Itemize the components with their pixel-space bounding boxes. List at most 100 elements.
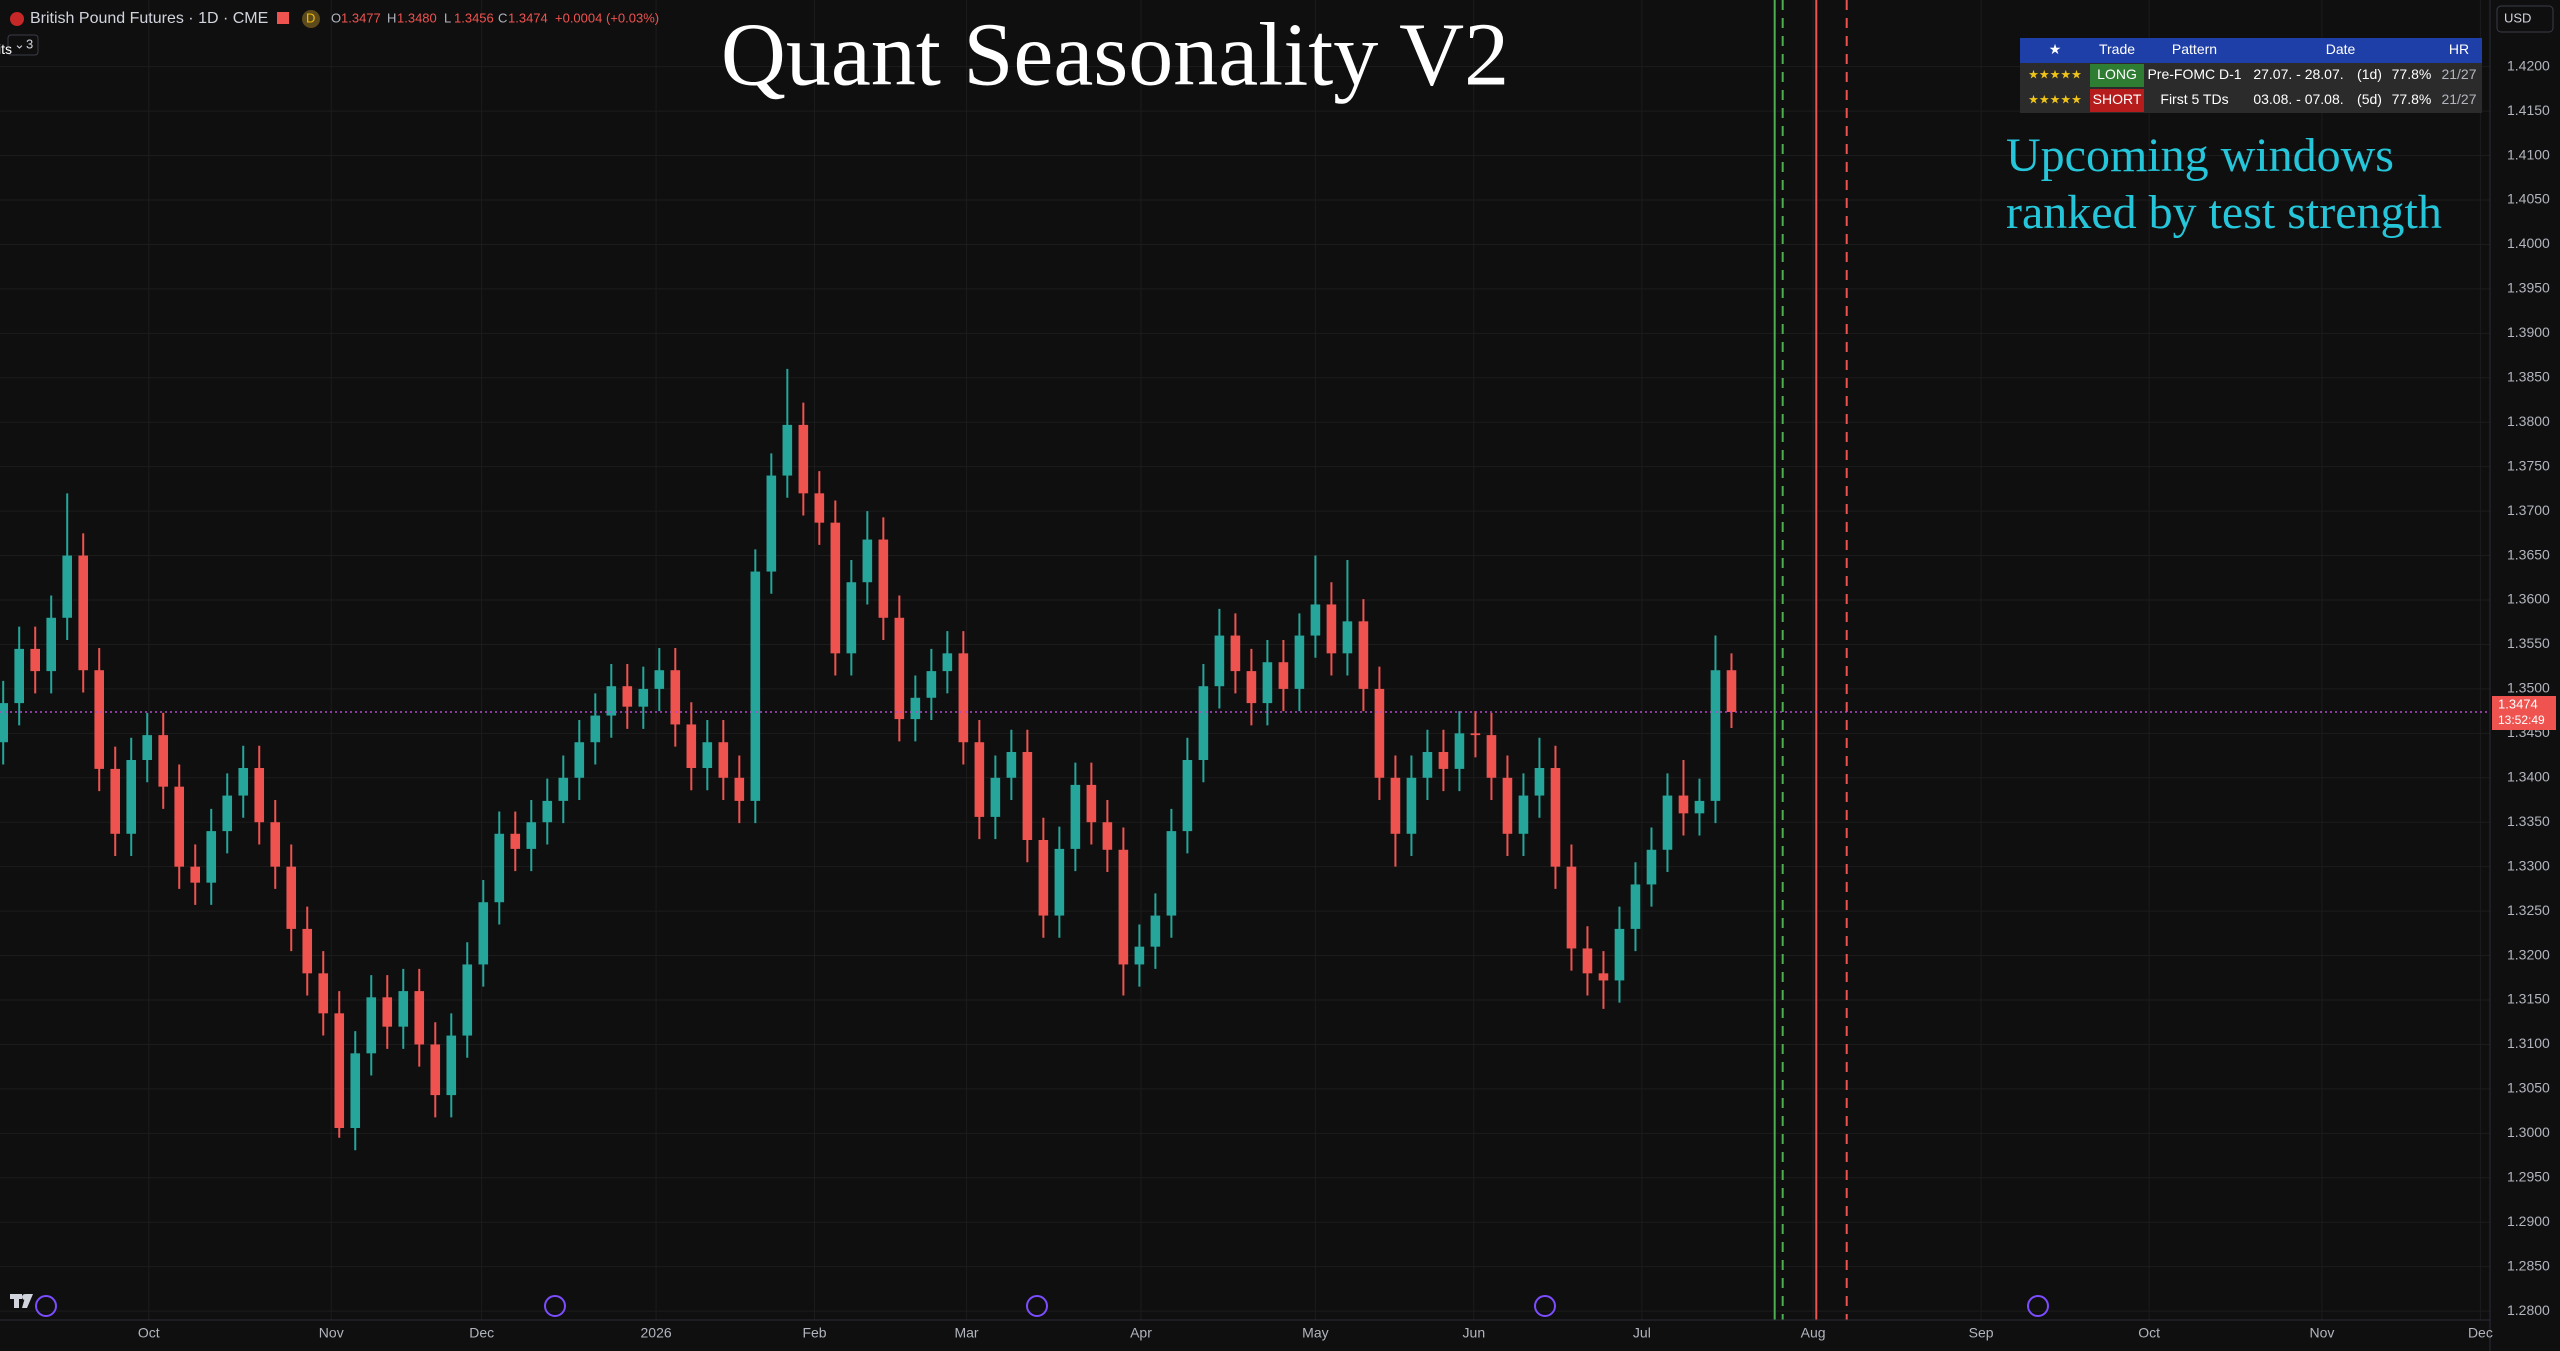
candle-body [1246, 671, 1257, 704]
y-tick-label: 1.3950 [2507, 280, 2550, 296]
candle-body [270, 822, 281, 867]
candle-body [126, 760, 137, 834]
candle-body [1182, 760, 1193, 832]
y-tick-label: 1.3600 [2507, 591, 2550, 607]
y-tick-label: 1.3050 [2507, 1080, 2550, 1096]
candle-body [990, 777, 1001, 817]
event-icon[interactable] [1534, 1295, 1556, 1317]
header-text: L [444, 10, 451, 25]
candle-body [1134, 946, 1145, 965]
candle-body [670, 670, 681, 725]
header-text: C [498, 10, 507, 25]
candle-body [446, 1035, 457, 1096]
table-header-bg [2020, 38, 2482, 63]
currency[interactable]: USD [2504, 10, 2531, 25]
candle-body [238, 768, 249, 796]
table-cell: ★★★★★ [2028, 68, 2082, 82]
candle-body [46, 617, 57, 672]
indicator-toggle[interactable] [7, 34, 39, 56]
y-tick-label: 1.2800 [2507, 1302, 2550, 1318]
y-tick-label: 1.3200 [2507, 946, 2550, 962]
last-price-label: 1.3474 [2498, 696, 2538, 711]
header-text: +0.0004 (+0.03%) [555, 10, 659, 25]
candle-body [1694, 800, 1705, 814]
candle-body [334, 1013, 345, 1128]
candle-body [462, 964, 473, 1036]
event-icon[interactable] [2027, 1295, 2049, 1317]
candle-body [526, 822, 537, 849]
legend-header: ⌄ British Pound Futures · 1D · CME D O 1.34… [7, 10, 659, 56]
candle-body [1342, 621, 1353, 654]
y-tick-label: 1.3300 [2507, 857, 2550, 873]
table-cell: SHORT [2093, 91, 2142, 107]
candle-body [286, 866, 297, 929]
header-text: H [387, 10, 396, 25]
flag-icon[interactable] [277, 12, 289, 24]
candle-body [30, 648, 41, 672]
candle-body [1326, 604, 1337, 654]
table-cell: 77.8% [2392, 91, 2432, 107]
candle-body [1470, 733, 1481, 736]
candle-body [830, 522, 841, 654]
candle-body [398, 991, 409, 1027]
candle-body [1294, 635, 1305, 689]
candle-body [1550, 768, 1561, 867]
candle-body [158, 735, 169, 787]
candle-body [1614, 928, 1625, 981]
candle-body [1198, 686, 1209, 760]
event-icon[interactable] [1026, 1295, 1048, 1317]
candle-body [734, 777, 745, 801]
candle-body [94, 670, 105, 769]
candle-body [878, 539, 889, 618]
candle-body [1502, 777, 1513, 834]
annotation: Upcoming windows [2006, 129, 2394, 182]
currency-box[interactable] [2496, 5, 2554, 33]
annotation: ranked by test strength [2006, 186, 2442, 239]
candle-body [910, 697, 921, 720]
header-text: 1.3474 [508, 10, 548, 25]
y-tick-label: 1.3250 [2507, 902, 2550, 918]
candle-body [414, 991, 425, 1045]
table-cell: 27.07. - 28.07. [2253, 66, 2343, 82]
candle-body [1070, 784, 1081, 849]
candle-body [510, 833, 521, 849]
candle-body [1726, 670, 1737, 712]
flag [10, 12, 24, 26]
event-icon[interactable] [544, 1295, 566, 1317]
y-tick-label: 1.3500 [2507, 680, 2550, 696]
candle-body [942, 653, 953, 672]
y-tick-label: 1.2850 [2507, 1257, 2550, 1273]
table-cell: (5d) [2357, 91, 2382, 107]
y-tick-label: 1.3850 [2507, 368, 2550, 384]
candle-body [430, 1044, 441, 1096]
table-header: HR [2449, 41, 2469, 57]
candle-body [110, 768, 121, 834]
signal-table: ★ Trade Pattern Date HR Hits ★★★★★ LONG Pre-FOMC… [0, 38, 2482, 113]
candle-body [894, 617, 905, 720]
candle-body [1038, 840, 1049, 916]
y-tick-label: 1.3100 [2507, 1035, 2550, 1051]
table-cell: 03.08. - 07.08. [2253, 91, 2343, 107]
trade-cell-bg [2090, 89, 2144, 112]
candle-body [302, 928, 313, 974]
candle-body [1166, 831, 1177, 916]
table-cell: 77.8% [2392, 66, 2432, 82]
candle-body [366, 997, 377, 1054]
candle-body [1678, 795, 1689, 814]
candle-body [254, 768, 265, 823]
y-tick-label: 1.3150 [2507, 991, 2550, 1007]
table-header: Date [2326, 41, 2356, 57]
x-tick-label: Jun [1463, 1325, 1486, 1341]
y-tick-label: 1.3350 [2507, 813, 2550, 829]
candle-body [1358, 621, 1369, 689]
candle-body [654, 670, 665, 689]
candle-body [1534, 768, 1545, 796]
event-icon[interactable] [35, 1295, 57, 1317]
candle-body [718, 742, 729, 778]
table-cell: LONG [2097, 66, 2137, 82]
y-tick-label: 1.3800 [2507, 413, 2550, 429]
candle-body [350, 1053, 361, 1128]
candle-body [638, 688, 649, 707]
y-tick-label: 1.3650 [2507, 546, 2550, 562]
candle-body [1278, 662, 1289, 689]
